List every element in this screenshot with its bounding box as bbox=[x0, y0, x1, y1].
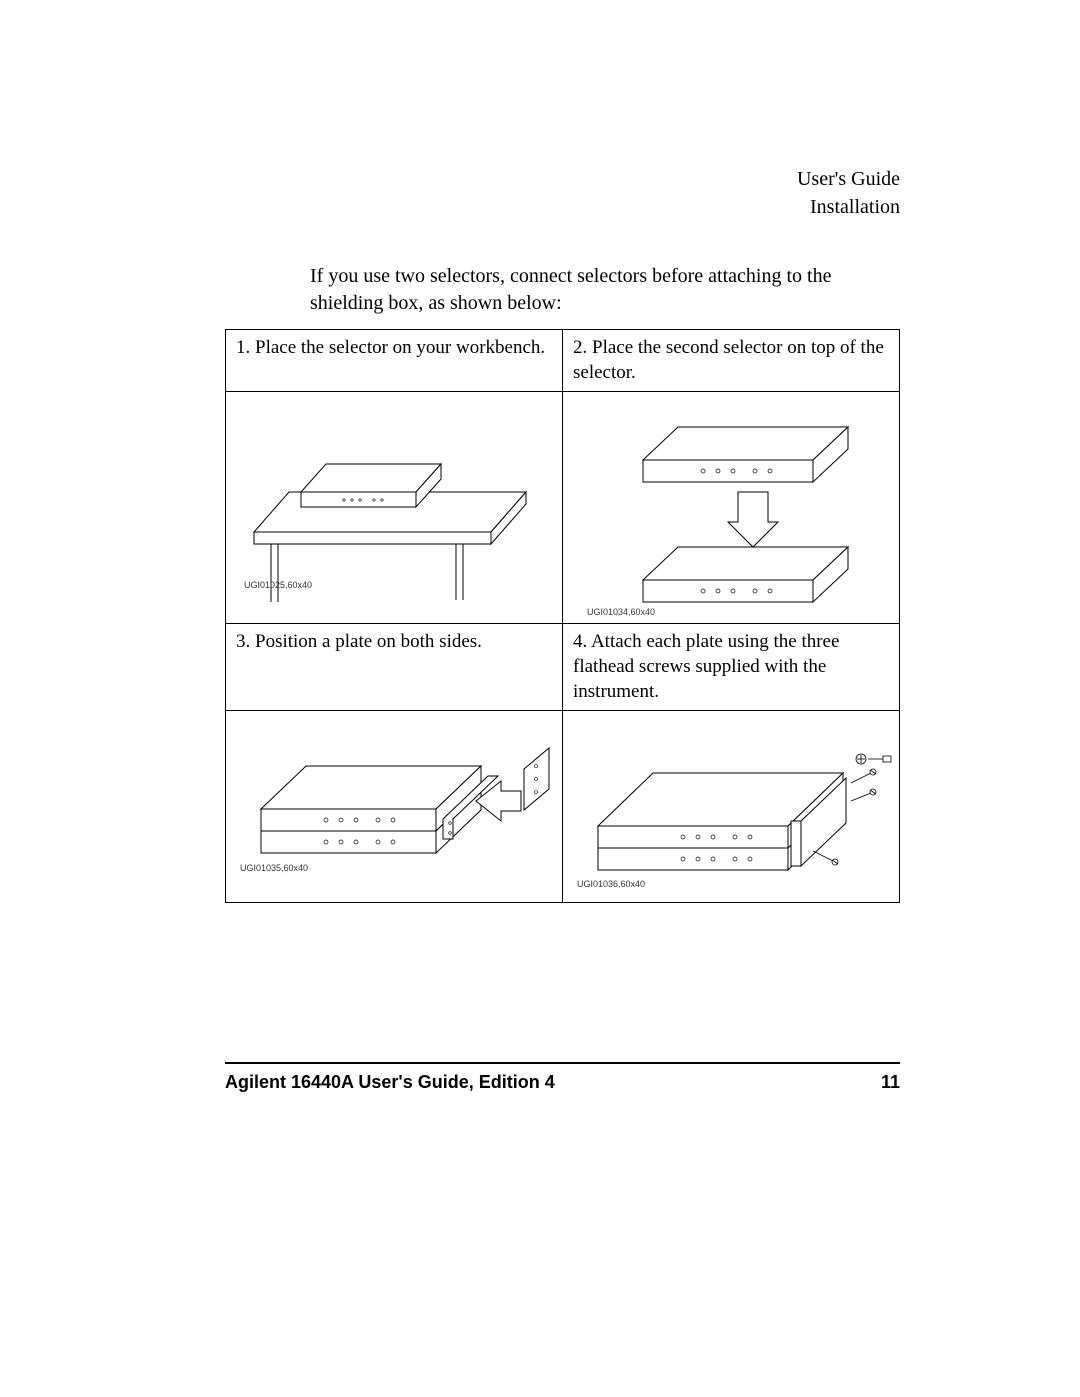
page-header: User's Guide Installation bbox=[225, 165, 900, 221]
step3-text: 3. Position a plate on both sides. bbox=[226, 624, 563, 711]
plates-svg bbox=[226, 711, 563, 903]
step4-text: 4. Attach each plate using the three fla… bbox=[563, 624, 900, 711]
footer-rule bbox=[225, 1062, 900, 1064]
step4-figure: UGI01036,60x40 bbox=[563, 711, 900, 903]
fig1-label: UGI01025,60x40 bbox=[244, 580, 312, 590]
header-line2: Installation bbox=[225, 193, 900, 221]
intro-text: If you use two selectors, connect select… bbox=[310, 263, 900, 317]
step1-text: 1. Place the selector on your workbench. bbox=[226, 330, 563, 392]
steps-table: 1. Place the selector on your workbench.… bbox=[225, 329, 900, 903]
footer-title: Agilent 16440A User's Guide, Edition 4 bbox=[225, 1072, 555, 1093]
header-line1: User's Guide bbox=[225, 165, 900, 193]
fig2-label: UGI01034,60x40 bbox=[587, 607, 655, 617]
screws-svg bbox=[563, 711, 900, 903]
fig3-label: UGI01035,60x40 bbox=[240, 863, 308, 873]
step2-text: 2. Place the second selector on top of t… bbox=[563, 330, 900, 392]
step3-figure: UGI01035,60x40 bbox=[226, 711, 563, 903]
step2-figure: UGI01034,60x40 bbox=[563, 392, 900, 624]
page-number: 11 bbox=[881, 1072, 900, 1093]
fig4-label: UGI01036,60x40 bbox=[577, 879, 645, 889]
page-footer: Agilent 16440A User's Guide, Edition 4 1… bbox=[225, 1072, 900, 1093]
step1-figure: UGI01025,60x40 bbox=[226, 392, 563, 624]
stack-svg bbox=[563, 392, 900, 624]
